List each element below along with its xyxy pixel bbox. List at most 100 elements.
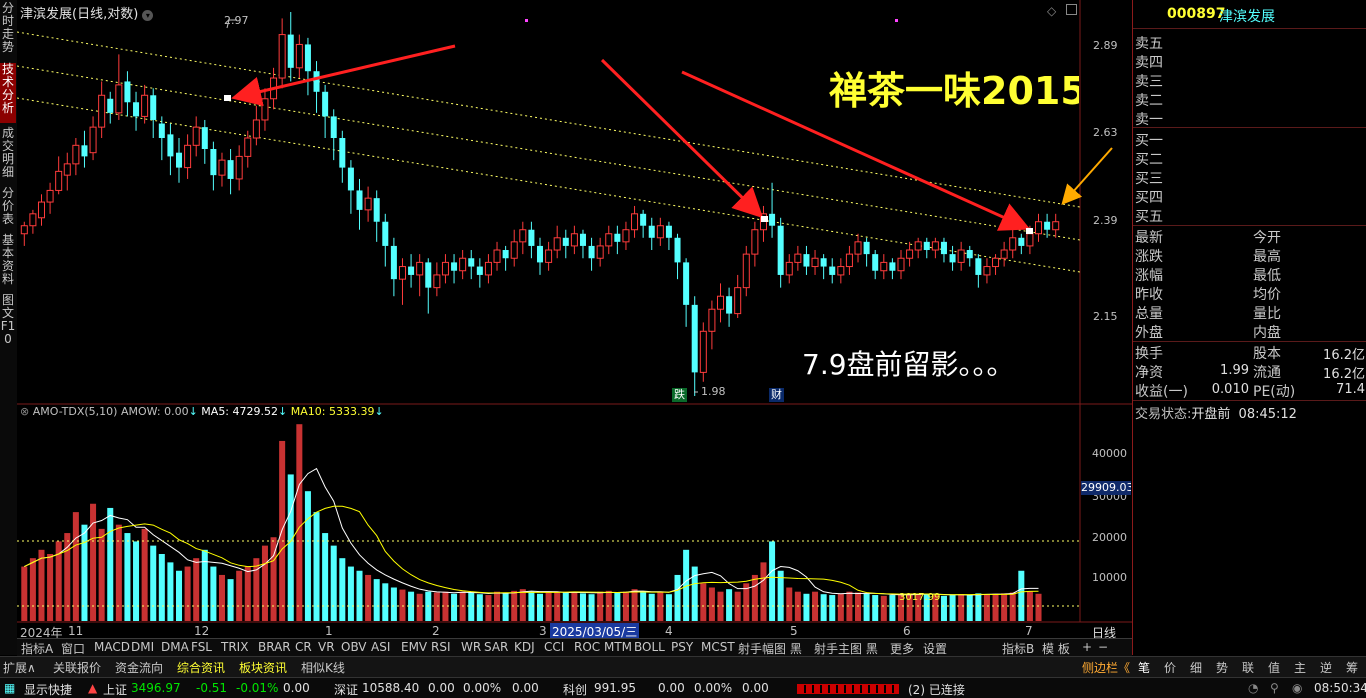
chart-area[interactable]: 津滨发展(日线,对数) ▾ ◇ 2.89 2.63 2.39 2.15 2.97… <box>17 0 1132 640</box>
chart-title[interactable]: 津滨发展(日线,对数) ▾ <box>20 3 154 22</box>
status-icon-1[interactable]: ◔ <box>1248 681 1259 695</box>
indicator-tab-8[interactable]: CR <box>295 640 312 654</box>
tab-price-table[interactable]: 分价表 <box>1 186 14 226</box>
candle <box>382 221 389 246</box>
toolbar-tab-1[interactable]: 关联报价 <box>53 661 102 675</box>
indicator-tab-24[interactable]: 射手主图 黑 <box>814 642 878 656</box>
maximize-icon[interactable] <box>1066 4 1077 15</box>
candle <box>261 98 269 121</box>
indicator-tab-5[interactable]: FSL <box>191 640 212 654</box>
tab-technical-analysis[interactable]: 技术分析 <box>0 63 16 123</box>
candle <box>218 159 226 176</box>
chart-settings-icon[interactable]: ◇ <box>1047 4 1057 18</box>
indicator-tab-12[interactable]: EMV <box>401 640 428 654</box>
fin-netasset-label: 净资 <box>1135 365 1163 381</box>
side-tool-5[interactable]: 联 <box>1242 661 1255 675</box>
title-dropdown-icon[interactable]: ▾ <box>142 10 154 21</box>
fin-pe-value: 71.4 <box>1336 382 1365 397</box>
indicator-tab-20[interactable]: BOLL <box>634 640 665 654</box>
tab-f10[interactable]: 图文F10 <box>0 293 16 346</box>
indicator-tab-23[interactable]: 射手幅图 黑 <box>738 642 802 656</box>
sh-label[interactable]: 上证 <box>103 683 128 697</box>
grid-icon[interactable]: ▦ <box>4 681 16 695</box>
side-tool-3[interactable]: 细 <box>1190 661 1203 675</box>
indicator-tab-7[interactable]: BRAR <box>258 640 291 654</box>
side-tool-8[interactable]: 逆 <box>1320 661 1333 675</box>
kc-label[interactable]: 科创 <box>563 683 588 697</box>
volume-bar <box>545 592 552 621</box>
side-tool-2[interactable]: 价 <box>1164 661 1177 675</box>
indicator-tab-16[interactable]: KDJ <box>514 640 535 654</box>
indicator-tab-25[interactable]: 更多 <box>890 642 915 656</box>
indicator-tab-15[interactable]: SAR <box>484 640 509 654</box>
tab-basic-info[interactable]: 基本资料 <box>1 233 14 286</box>
volume-bar <box>236 570 243 621</box>
period-selector[interactable]: 日线 <box>1092 626 1117 640</box>
indicator-tab-29[interactable]: + <box>1082 640 1093 654</box>
side-tool-6[interactable]: 值 <box>1268 661 1281 675</box>
candle <box>656 225 664 239</box>
connection-status[interactable]: (2) 已连接 <box>908 683 965 697</box>
indicator-tab-1[interactable]: 窗口 <box>61 642 86 656</box>
side-tool-7[interactable]: 主 <box>1294 661 1307 675</box>
indicator-tab-21[interactable]: PSY <box>671 640 694 654</box>
tab-timeshare[interactable]: 分时走势 <box>1 1 14 54</box>
quote-outer: 外盘 <box>1135 325 1163 341</box>
status-icon-3[interactable]: ◉ <box>1292 681 1303 695</box>
badge-die[interactable]: 跌 <box>672 388 687 402</box>
toolbar-tab-2[interactable]: 资金流向 <box>115 661 164 675</box>
indicator-tab-10[interactable]: OBV <box>341 640 367 654</box>
toolbar-tab-4[interactable]: 板块资讯 <box>239 661 288 675</box>
volume-bar <box>700 583 707 621</box>
toolbar-tab-0[interactable]: 扩展∧ <box>3 661 36 675</box>
side-tool-0[interactable]: 侧边栏《 <box>1082 661 1131 675</box>
indicator-tab-11[interactable]: ASI <box>371 640 391 654</box>
price-tick-1: 2.89 <box>1093 39 1118 52</box>
indicator-tab-19[interactable]: MTM <box>604 640 633 654</box>
tab-trade-detail[interactable]: 成交明细 <box>1 126 14 179</box>
volume-bar <box>837 593 844 621</box>
indicator-tab-9[interactable]: VR <box>318 640 335 654</box>
stock-code: 000897 <box>1167 6 1226 22</box>
indicator-tab-17[interactable]: CCI <box>544 640 565 654</box>
kline-chart[interactable] <box>17 0 1132 638</box>
indicator-tab-26[interactable]: 设置 <box>923 642 948 656</box>
volume-bar <box>468 592 475 621</box>
volume-bar <box>846 591 853 621</box>
indicator-tab-4[interactable]: DMA <box>161 640 189 654</box>
indicator-tab-6[interactable]: TRIX <box>221 640 249 654</box>
volume-bar <box>992 593 999 621</box>
volume-bar <box>665 594 672 621</box>
candle <box>210 148 217 176</box>
show-shortcut[interactable]: 显示快捷 <box>24 683 73 697</box>
volume-bar <box>915 594 922 621</box>
indicator-tab-0[interactable]: 指标A <box>21 642 54 656</box>
indicator-tab-27[interactable]: 指标B <box>1002 642 1035 656</box>
candle <box>390 245 397 280</box>
side-tool-9[interactable]: 筹 <box>1346 661 1359 675</box>
side-tool-4[interactable]: 势 <box>1216 661 1229 675</box>
indicator-tab-13[interactable]: RSI <box>431 640 451 654</box>
toolbar-tab-3[interactable]: 综合资讯 <box>177 661 226 675</box>
volume-bar <box>390 587 397 621</box>
indicator-tab-18[interactable]: ROC <box>574 640 601 654</box>
status-icon-2[interactable]: ⚲ <box>1270 681 1279 695</box>
indicator-tab-3[interactable]: DMI <box>131 640 155 654</box>
badge-cai[interactable]: 财 <box>769 388 784 402</box>
sz-label[interactable]: 深证 <box>334 683 359 697</box>
indicator-tab-28[interactable]: 模 板 <box>1042 642 1070 656</box>
volume-bar <box>133 541 140 621</box>
volume-bar <box>21 566 28 621</box>
quote-latest: 最新 <box>1135 230 1163 246</box>
volume-bar <box>98 528 105 621</box>
side-tool-1[interactable]: 笔 <box>1138 661 1151 675</box>
indicator-tab-30[interactable]: − <box>1098 640 1109 654</box>
toolbar-tab-5[interactable]: 相似K线 <box>301 661 345 675</box>
indicator-tab-2[interactable]: MACD <box>94 640 130 654</box>
volume-bar <box>55 541 62 621</box>
indicator-tab-22[interactable]: MCST <box>701 640 735 654</box>
volume-bar <box>373 579 380 621</box>
indicator-tab-14[interactable]: WR <box>461 640 482 654</box>
volume-bar <box>743 583 750 621</box>
candle <box>235 155 243 180</box>
